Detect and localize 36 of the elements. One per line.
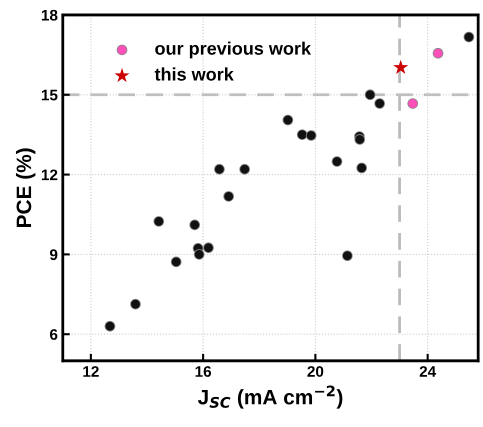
point: [374, 98, 385, 109]
x-axis-title: J$_{SC}$ (mA cm$^{−2}$): [198, 385, 342, 409]
y-tick-label: 9: [50, 249, 58, 260]
point: [239, 164, 250, 175]
point: [407, 98, 418, 109]
point: [153, 216, 164, 227]
point: [354, 134, 366, 145]
point: [194, 249, 205, 260]
x-tick-label: 20: [307, 366, 324, 377]
y-axis-title: PCE (%): [16, 148, 36, 227]
point: [432, 48, 444, 59]
x-tick-label: 24: [420, 366, 436, 377]
point: [464, 32, 474, 42]
x-tick-label: 16: [196, 366, 212, 377]
point: [332, 156, 342, 167]
point: [364, 89, 376, 100]
point: [296, 129, 308, 140]
point: [170, 256, 182, 268]
y-tick-label: 6: [50, 329, 58, 340]
point: [282, 114, 294, 126]
point: [189, 220, 200, 230]
point: [223, 191, 234, 202]
legend-label: our previous work: [155, 42, 312, 58]
point: [130, 298, 141, 310]
point: [104, 320, 116, 332]
point: [342, 250, 353, 262]
y-tick-label: 18: [42, 10, 58, 21]
point: [214, 164, 225, 175]
point: [306, 130, 317, 141]
point: [356, 162, 368, 174]
y-tick-label: 12: [42, 169, 58, 180]
x-tick-label: 12: [83, 366, 99, 377]
point: [393, 60, 408, 74]
legend-label: this work: [154, 67, 234, 81]
y-tick-label: 15: [42, 90, 58, 100]
point: [203, 242, 214, 254]
